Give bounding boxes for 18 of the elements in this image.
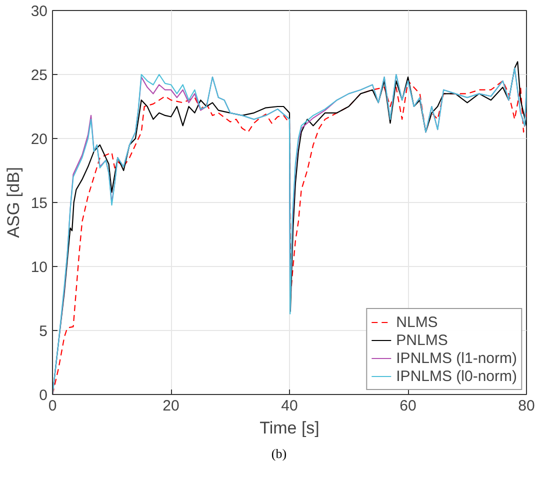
y-tick-label: 10 [30,259,48,276]
y-tick-label: 15 [30,195,48,212]
y-tick-label: 5 [39,323,48,340]
x-tick-label: 40 [281,398,298,414]
text: (b) [271,445,287,463]
legend-label: NLMS [396,313,438,331]
x-axis-title: Time [s] [260,418,320,438]
y-tick-label: 25 [30,67,48,84]
y-tick-label: 30 [30,3,48,20]
legend-label: PNLMS [396,331,448,349]
y-axis-title: ASG [dB] [4,167,23,238]
legend-label: IPNLMS (l1-norm) [396,349,517,367]
x-tick-label: 80 [518,398,535,414]
x-tick-label: 20 [162,398,180,414]
y-tick-label: 20 [30,131,48,148]
x-tick-label: 60 [400,398,416,414]
y-tick-label: 0 [39,387,48,404]
legend-label: IPNLMS (l0-norm) [396,367,517,385]
